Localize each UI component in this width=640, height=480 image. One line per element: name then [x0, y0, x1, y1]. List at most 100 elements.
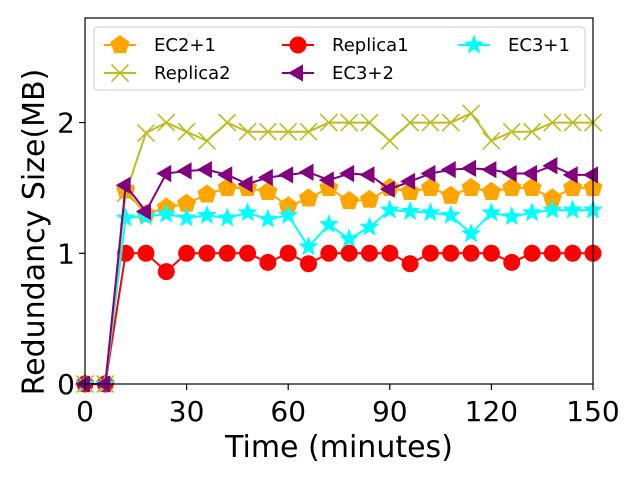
data-point [299, 188, 319, 207]
data-point [462, 244, 480, 262]
data-point [461, 223, 482, 243]
data-point [543, 244, 561, 262]
data-point [340, 244, 358, 262]
x-tick-label: 30 [169, 395, 205, 428]
data-point [420, 202, 441, 222]
data-point [563, 113, 582, 132]
data-point [197, 131, 216, 150]
data-point [381, 244, 399, 262]
data-point [564, 244, 582, 262]
data-point [238, 122, 257, 141]
legend-entry: Replica1 [282, 35, 409, 56]
data-point [339, 228, 360, 248]
data-point [522, 122, 542, 141]
data-point [502, 177, 522, 197]
y-tick-label: 2 [57, 107, 75, 140]
legend-label: EC3+1 [508, 35, 570, 56]
data-point [440, 160, 456, 179]
data-point [562, 199, 583, 219]
data-point [563, 177, 583, 197]
data-point [522, 202, 543, 222]
data-point [177, 193, 197, 212]
legend-marker [289, 36, 307, 54]
data-point [218, 113, 237, 132]
data-point [401, 255, 419, 273]
data-point [137, 244, 155, 262]
data-point [503, 253, 521, 271]
data-point [482, 131, 501, 150]
data-point [542, 157, 558, 175]
legend-marker [110, 35, 130, 54]
data-point [400, 172, 416, 191]
data-point [136, 123, 156, 143]
data-point [543, 113, 562, 132]
data-point [360, 113, 379, 132]
legend-label: Replica2 [154, 63, 231, 84]
legend-marker [288, 64, 303, 82]
legend-box [93, 26, 586, 91]
data-point [196, 204, 217, 224]
data-point [501, 206, 522, 226]
data-point [258, 181, 278, 200]
data-point [279, 122, 298, 141]
data-point [522, 164, 538, 183]
data-point [420, 177, 440, 197]
data-point [278, 166, 294, 184]
legend-entry: Replica2 [104, 63, 231, 84]
data-point [481, 160, 497, 179]
x-tick-label: 150 [566, 395, 619, 428]
data-point [501, 164, 517, 183]
x-axis-label: Time (minutes) [224, 430, 453, 465]
data-point [156, 164, 172, 183]
data-point [482, 244, 500, 262]
data-point [319, 113, 338, 132]
data-point [278, 204, 299, 224]
data-point [542, 188, 562, 207]
data-point [217, 166, 233, 184]
data-point [462, 104, 481, 123]
series-ec3-2 [75, 157, 598, 393]
data-point [339, 164, 355, 183]
data-point [360, 244, 378, 262]
data-point [318, 171, 334, 189]
data-point [237, 202, 258, 222]
legend-marker [464, 34, 484, 54]
data-point [421, 244, 439, 262]
legend-label: EC2+1 [154, 35, 216, 56]
legend-label: Replica1 [332, 35, 409, 56]
data-point [481, 181, 501, 200]
data-point [400, 200, 421, 220]
data-point [176, 162, 192, 180]
series-replica1 [76, 244, 602, 393]
legend: EC2+1 Replica1 EC3+1 Replica2 EC3+2 [93, 26, 586, 91]
data-point [178, 244, 196, 262]
data-point [239, 244, 257, 262]
series-layer [75, 104, 603, 394]
data-point [339, 191, 359, 210]
data-point [359, 216, 380, 236]
data-point [217, 177, 237, 197]
data-point [441, 113, 460, 132]
data-point [135, 202, 151, 221]
legend-entry: EC3+2 [282, 63, 394, 84]
data-point [421, 113, 440, 132]
data-point [441, 185, 461, 204]
data-point [217, 207, 238, 227]
data-point [320, 244, 338, 262]
data-point [259, 253, 277, 271]
data-point [461, 177, 481, 197]
data-point [157, 113, 176, 132]
data-point [502, 122, 521, 141]
data-point [401, 113, 420, 132]
y-tick-label: 1 [57, 237, 75, 270]
data-point [542, 199, 563, 219]
data-point [379, 199, 400, 219]
data-point [198, 244, 216, 262]
data-point [115, 207, 136, 227]
data-point [562, 166, 578, 184]
data-point [522, 177, 542, 197]
data-point [258, 122, 277, 141]
data-point [583, 166, 598, 184]
data-point [257, 208, 278, 228]
data-point [298, 236, 319, 256]
